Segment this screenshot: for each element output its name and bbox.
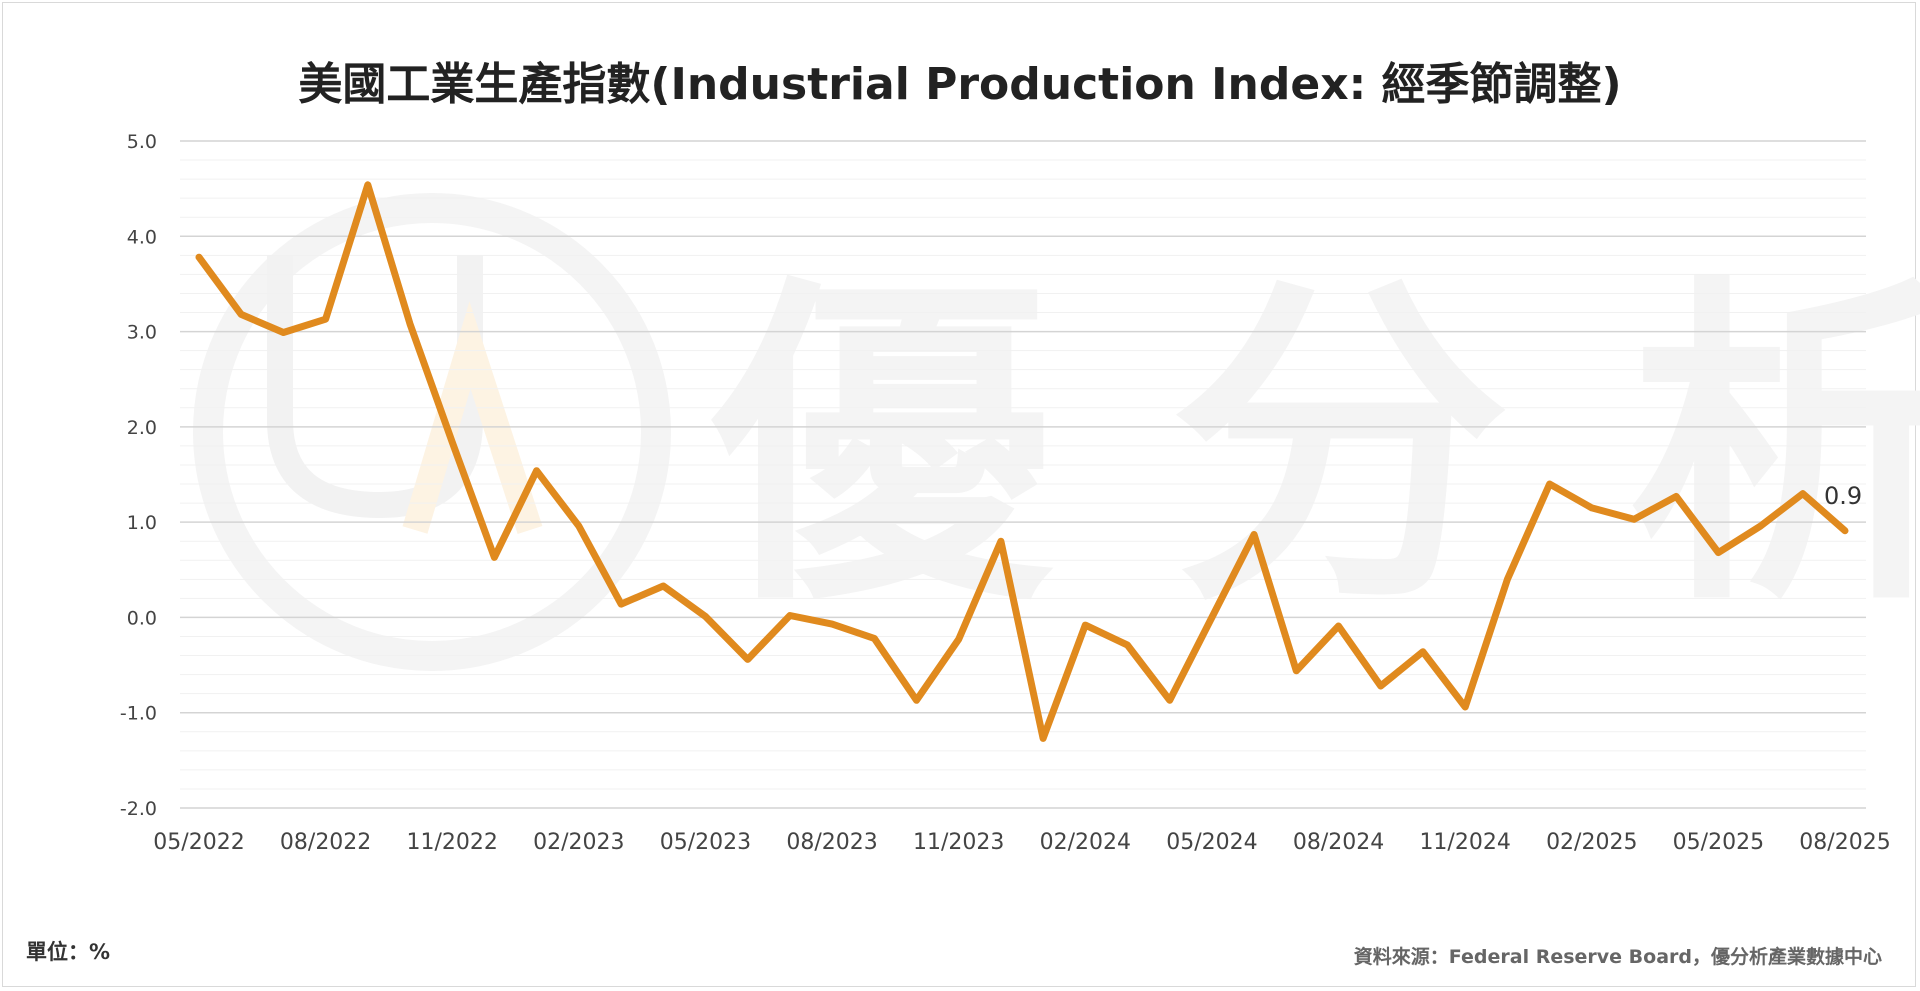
x-tick-label: 05/2023 — [660, 830, 751, 855]
x-tick-label: 02/2025 — [1546, 830, 1637, 855]
x-tick-label: 08/2024 — [1293, 830, 1384, 855]
y-tick-label: 3.0 — [127, 322, 157, 344]
x-tick-label: 05/2025 — [1673, 830, 1764, 855]
chart-title: 美國工業生產指數(Industrial Production Index: 經季… — [298, 59, 1622, 110]
x-tick-label: 02/2024 — [1040, 830, 1131, 855]
minor-gridlines — [180, 159, 1866, 790]
watermark-text: 優 分 析 — [706, 250, 1920, 646]
unit-label: 單位：% — [26, 940, 111, 964]
x-tick-label: 11/2023 — [913, 830, 1004, 855]
y-tick-label: -2.0 — [120, 798, 157, 820]
series-line — [195, 181, 1849, 742]
x-axis-ticks: 05/2022 08/2022 11/2022 02/2023 05/2023 08/20… — [153, 830, 1890, 855]
y-tick-label: 4.0 — [127, 226, 157, 248]
x-tick-label: 05/2024 — [1166, 830, 1257, 855]
y-tick-label: -1.0 — [120, 703, 157, 725]
y-tick-label: 2.0 — [127, 417, 157, 439]
x-tick-label: 08/2025 — [1799, 830, 1890, 855]
x-tick-label: 08/2023 — [786, 830, 877, 855]
y-tick-label: 1.0 — [127, 512, 157, 534]
y-axis-ticks: 5.0 4.0 3.0 2.0 1.0 0.0 -1.0 -2.0 — [120, 131, 157, 820]
last-value-label: 0.9 — [1824, 482, 1862, 510]
x-tick-label: 05/2022 — [153, 830, 244, 855]
x-tick-label: 02/2023 — [533, 830, 624, 855]
x-tick-label: 11/2022 — [407, 830, 498, 855]
source-label: 資料來源：Federal Reserve Board，優分析產業數據中心 — [1353, 946, 1882, 968]
x-tick-label: 08/2022 — [280, 830, 371, 855]
y-tick-label: 0.0 — [127, 607, 157, 629]
watermark-logo: 優 分 析 — [193, 193, 1920, 671]
major-gridlines — [180, 140, 1866, 809]
y-tick-label: 5.0 — [127, 131, 157, 153]
x-tick-label: 11/2024 — [1419, 830, 1510, 855]
